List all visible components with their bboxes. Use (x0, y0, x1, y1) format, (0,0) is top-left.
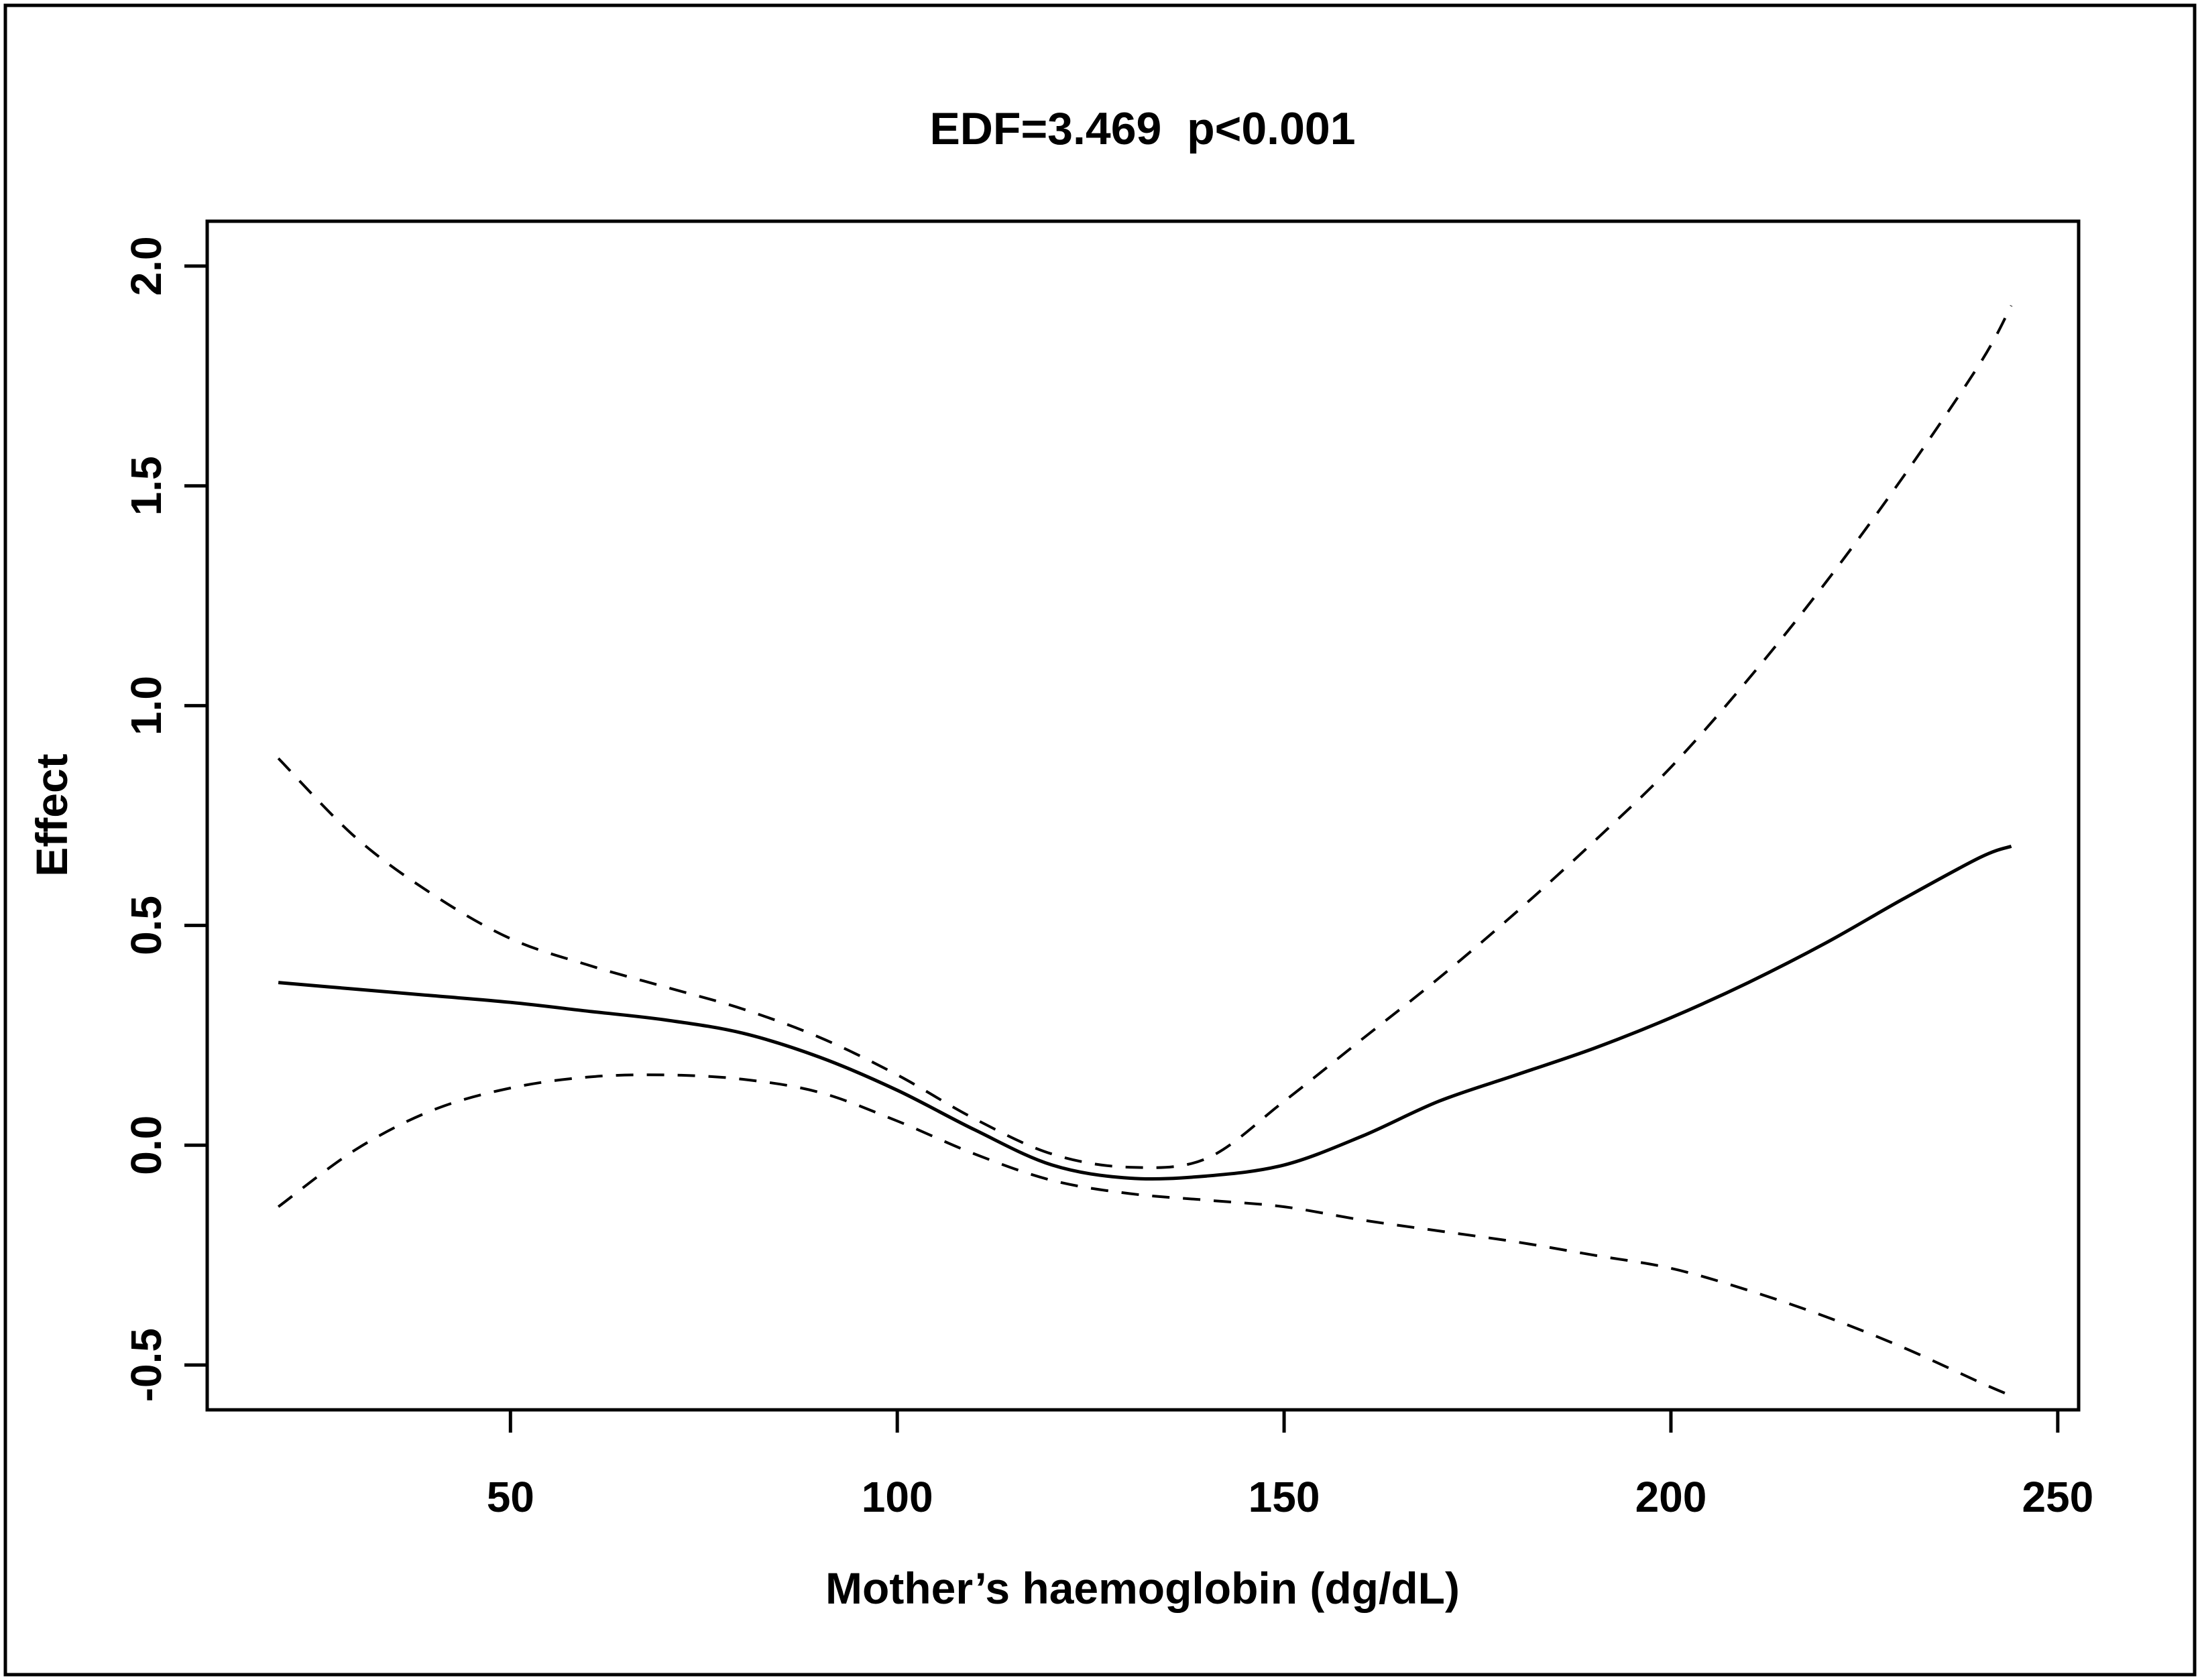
x-tick-label: 150 (1249, 1473, 1320, 1521)
curve-upper_confidence_band (277, 304, 2013, 1169)
y-tick-label: 2.0 (122, 236, 170, 296)
y-tick-label: 1.0 (122, 676, 170, 735)
x-tick-label: 250 (2022, 1473, 2093, 1521)
curves-group (277, 304, 2013, 1397)
chart-title: EDF=3.469 p<0.001 (929, 103, 1355, 154)
y-axis: -0.5 0.0 0.5 1.0 1.5 2.0 (122, 236, 207, 1402)
x-tick-label: 200 (1635, 1473, 1707, 1521)
plot-box (205, 219, 2081, 1412)
figure-border (3, 3, 2197, 1677)
curve-smooth_estimate (278, 845, 2012, 1181)
x-tick-label: 50 (487, 1473, 534, 1521)
x-axis-title: Mother’s haemoglobin (dg/dL) (825, 1563, 1460, 1613)
y-tick-label: 0.0 (122, 1116, 170, 1175)
y-axis-title: Effect (27, 754, 76, 876)
x-axis: 50 100 150 200 250 (487, 1410, 2093, 1521)
y-tick-label: 1.5 (122, 456, 170, 516)
x-tick-label: 100 (862, 1473, 933, 1521)
y-tick-label: 0.5 (122, 896, 170, 955)
y-tick-label: -0.5 (122, 1328, 170, 1402)
curve-lower_confidence_band (277, 1073, 2012, 1397)
